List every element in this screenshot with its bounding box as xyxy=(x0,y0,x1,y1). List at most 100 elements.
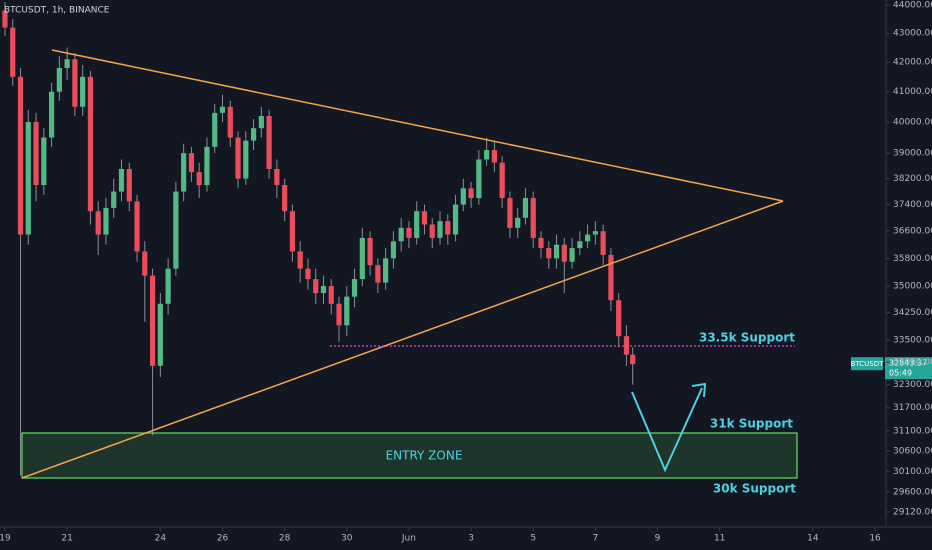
projection-arrow xyxy=(631,387,703,473)
x-tick-label: 21 xyxy=(61,534,72,544)
candle-body xyxy=(297,251,303,269)
symbol-tag xyxy=(851,357,883,371)
x-tick-label: 11 xyxy=(714,534,725,544)
y-tick-label: 43000.00 xyxy=(893,29,932,39)
y-tick-label: 42000.00 xyxy=(893,58,932,68)
candle-body xyxy=(406,227,412,238)
candle-body xyxy=(608,254,614,301)
candle-body xyxy=(103,207,109,235)
x-tick-label: 9 xyxy=(655,534,661,544)
candle-body xyxy=(522,198,529,218)
y-tick-label: 39000.00 xyxy=(893,149,932,159)
price-tag xyxy=(885,357,932,380)
y-tick-label: 31100.00 xyxy=(893,427,932,437)
candle-body xyxy=(336,303,342,326)
y-tick-label: 40000.00 xyxy=(893,118,932,128)
candle-body xyxy=(111,191,117,208)
y-tick-label: 41000.00 xyxy=(893,87,932,97)
countdown: 05:49 xyxy=(889,369,912,378)
candle-body xyxy=(398,227,404,242)
candle-body xyxy=(383,258,389,283)
candle-body xyxy=(17,76,24,235)
candle-body xyxy=(118,169,125,192)
candle-body xyxy=(157,303,163,366)
candle-body xyxy=(212,112,218,147)
zone-label: ENTRY ZONE xyxy=(386,449,463,463)
candle-body xyxy=(561,244,567,262)
candle-body xyxy=(181,153,187,192)
candle-body xyxy=(437,221,443,238)
candle-body xyxy=(351,279,358,297)
candle-body xyxy=(173,191,179,269)
candle-body xyxy=(250,128,257,141)
last-price: 32843.37 xyxy=(889,359,927,368)
candle-body xyxy=(585,234,591,242)
candle-body xyxy=(305,268,311,280)
candle-body xyxy=(577,241,583,249)
x-tick-label: 24 xyxy=(155,534,167,544)
y-tick-label: 31700.00 xyxy=(893,403,932,413)
candle-body xyxy=(243,140,249,179)
candle-body xyxy=(87,76,94,212)
candle-body xyxy=(429,224,435,238)
chart-title: BTCUSDT, 1h, BINANCE xyxy=(4,6,110,16)
candle-body xyxy=(2,10,8,28)
candle-body xyxy=(546,248,552,259)
support-label: 30k Support xyxy=(713,482,796,496)
symbol-label: BTCUSDT xyxy=(851,360,885,368)
upper-trendline xyxy=(51,49,784,202)
x-tick-label: Jun xyxy=(401,534,416,544)
y-tick-label: 30600.00 xyxy=(893,447,932,457)
candle-body xyxy=(600,231,606,255)
candle-body xyxy=(258,115,264,129)
x-tick-label: 19 xyxy=(0,534,11,544)
candle-body xyxy=(630,354,636,365)
y-tick-label: 29120.00 xyxy=(893,508,932,518)
y-tick-label: 35000.00 xyxy=(893,282,932,292)
candle-body xyxy=(569,248,575,262)
candle-body xyxy=(95,211,101,235)
y-tick-label: 37400.00 xyxy=(893,200,932,210)
candle-body xyxy=(507,198,513,228)
candle-body xyxy=(126,169,132,202)
x-tick-label: 16 xyxy=(869,534,881,544)
candle-body xyxy=(592,231,598,235)
x-tick-label: 28 xyxy=(279,534,291,544)
candle-body xyxy=(530,198,536,238)
candle-body xyxy=(499,162,505,199)
candle-body xyxy=(460,188,466,205)
candle-body xyxy=(188,153,195,173)
candle-body xyxy=(165,268,171,304)
y-tick-label: 30100.00 xyxy=(893,467,932,477)
candle-body xyxy=(414,211,420,238)
candle-body xyxy=(64,59,70,68)
arrow-head xyxy=(691,382,707,398)
x-tick-label: 14 xyxy=(807,534,819,544)
candle-body xyxy=(344,296,350,326)
y-tick-label: 36600.00 xyxy=(893,227,932,237)
support-label: 33.5k Support xyxy=(699,331,795,345)
candle-body xyxy=(10,27,16,77)
candle-body xyxy=(41,137,47,186)
candle-body xyxy=(134,201,140,252)
x-tick-label: 7 xyxy=(593,534,599,544)
candle-body xyxy=(320,286,327,294)
candle-body xyxy=(359,237,365,280)
candle-body xyxy=(142,251,148,276)
candle-body xyxy=(390,241,397,259)
candle-body xyxy=(367,237,373,266)
candle-body xyxy=(72,59,78,107)
y-tick-label: 38200.00 xyxy=(893,174,932,184)
candle-body xyxy=(484,150,490,160)
lower-trendline xyxy=(21,200,784,479)
candle-body xyxy=(515,217,521,228)
candle-body xyxy=(80,76,86,107)
candle-body xyxy=(204,146,210,186)
y-tick-label: 44000.00 xyxy=(893,0,932,10)
x-tick-label: 3 xyxy=(468,534,474,544)
candle-body xyxy=(476,159,482,199)
x-tick-label: 26 xyxy=(217,534,229,544)
candle-body xyxy=(56,67,62,92)
candle-body xyxy=(219,106,226,113)
